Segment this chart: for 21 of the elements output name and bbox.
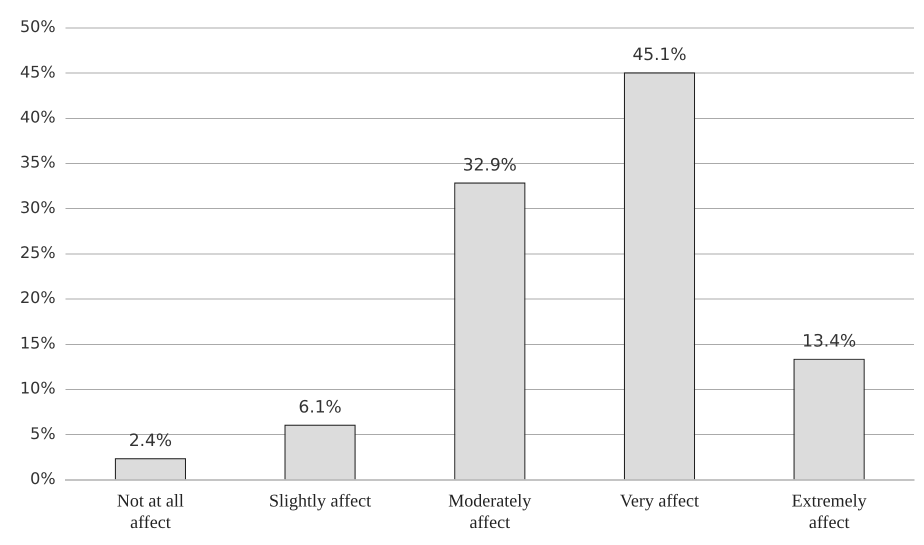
y-tick-label: 10% xyxy=(20,378,56,398)
y-tick-label: 20% xyxy=(20,288,56,308)
y-tick-label: 0% xyxy=(30,468,56,488)
data-label: 6.1% xyxy=(298,398,342,418)
y-tick-label: 40% xyxy=(20,108,56,127)
x-tick-label: Moderately affect xyxy=(448,490,532,532)
y-tick-label: 50% xyxy=(20,17,56,36)
data-label: 45.1% xyxy=(632,45,686,66)
y-tick-label: 30% xyxy=(20,198,56,217)
y-tick-label: 35% xyxy=(20,152,56,172)
x-tick-label: Very affect xyxy=(620,490,700,510)
x-tick-label: Slightly affect xyxy=(269,490,372,510)
data-label: 2.4% xyxy=(128,431,172,452)
y-tick-label: 45% xyxy=(20,62,56,82)
data-label: 13.4% xyxy=(802,332,856,352)
x-tick-label: Not at all affect xyxy=(116,490,184,532)
y-tick-label: 15% xyxy=(20,333,56,352)
x-tick-label: Extremely affect xyxy=(792,490,867,532)
y-tick-label: 5% xyxy=(30,424,56,443)
y-tick-label: 25% xyxy=(20,243,56,262)
data-label: 32.9% xyxy=(462,155,517,176)
